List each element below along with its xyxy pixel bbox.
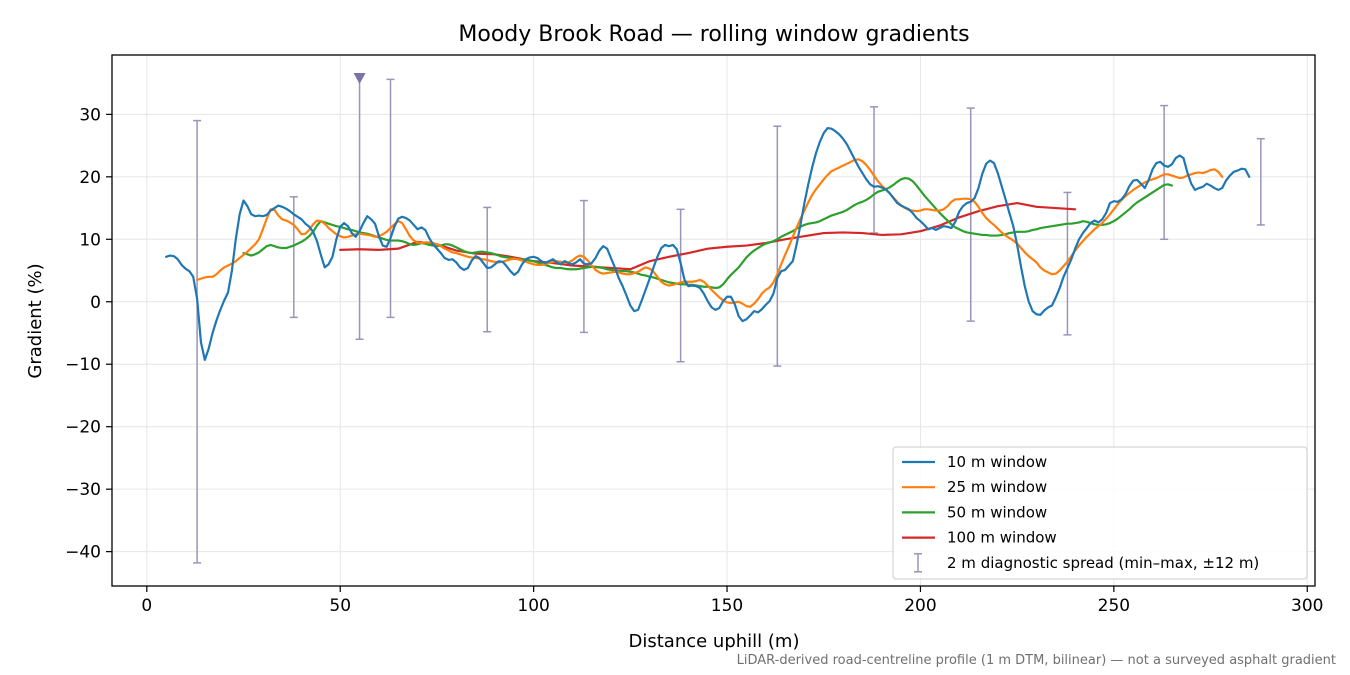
spread-bar xyxy=(289,196,298,319)
x-axis-label: Distance uphill (m) xyxy=(629,631,800,652)
legend-label: 50 m window xyxy=(947,503,1047,521)
spread-bar xyxy=(1256,137,1265,226)
legend-label: 2 m diagnostic spread (min–max, ±12 m) xyxy=(947,554,1259,572)
legend-items: 10 m window 25 m window 50 m window 100 m w… xyxy=(902,453,1259,573)
spread-bar xyxy=(1063,191,1072,336)
legend-item: 50 m window xyxy=(902,503,1047,521)
x-tick-label: 200 xyxy=(904,596,936,616)
y-tick-label: 20 xyxy=(79,168,101,188)
legend-label: 10 m window xyxy=(947,453,1047,471)
spread-bar xyxy=(773,125,782,367)
series-line xyxy=(165,126,1251,361)
x-tick-label: 150 xyxy=(711,596,743,616)
legend-label: 25 m window xyxy=(947,478,1047,496)
y-axis-label: Gradient (%) xyxy=(25,263,46,378)
y-tick-label: −20 xyxy=(65,418,101,438)
y-tick-label: −30 xyxy=(65,480,101,500)
x-tick-label: 250 xyxy=(1098,596,1130,616)
footnote: LiDAR-derived road-centreline profile (1… xyxy=(737,653,1336,668)
legend-label: 100 m window xyxy=(947,529,1057,547)
legend-item: 2 m diagnostic spread (min–max, ±12 m) xyxy=(914,553,1259,573)
spread-bar xyxy=(353,73,366,340)
y-tick-label: 0 xyxy=(90,293,101,313)
x-tick-label: 0 xyxy=(141,596,152,616)
legend: 10 m window 25 m window 50 m window 100 m w… xyxy=(892,446,1308,580)
y-tick-label: 10 xyxy=(79,230,101,250)
spread-bar xyxy=(676,208,685,363)
y-tick-label: −40 xyxy=(65,543,101,563)
axis-ticks: 0 50 100 150 200 250 300 −40 −30 −20 −10 0 10 20 30 xyxy=(65,105,1323,616)
series-lines xyxy=(165,126,1251,361)
x-tick-label: 300 xyxy=(1291,596,1323,616)
legend-item: 10 m window xyxy=(902,453,1047,471)
y-tick-label: −10 xyxy=(65,355,101,375)
spread-bar xyxy=(1160,104,1169,241)
plot-frame xyxy=(111,54,1316,587)
x-tick-label: 100 xyxy=(517,596,549,616)
series-line xyxy=(196,158,1224,308)
spread-bar xyxy=(483,206,492,333)
chart-title: Moody Brook Road — rolling window gradie… xyxy=(458,22,969,47)
spread-bar xyxy=(193,119,202,564)
spread-bar xyxy=(386,78,395,319)
legend-item: 100 m window xyxy=(902,529,1057,547)
legend-item: 25 m window xyxy=(902,478,1047,496)
x-tick-label: 50 xyxy=(329,596,351,616)
grid-lines xyxy=(112,55,1315,586)
y-tick-label: 30 xyxy=(79,105,101,125)
clipped-range-marker xyxy=(353,73,366,84)
legend-box xyxy=(892,446,1308,580)
